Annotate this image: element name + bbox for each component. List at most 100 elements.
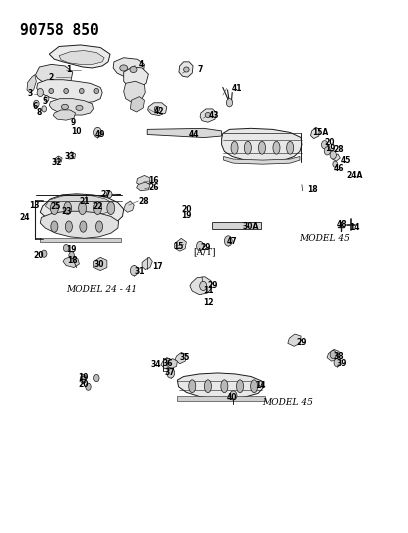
Ellipse shape	[189, 380, 196, 393]
Circle shape	[322, 141, 328, 149]
Ellipse shape	[287, 141, 294, 154]
Text: 16: 16	[149, 176, 159, 185]
Text: 20: 20	[78, 379, 89, 389]
Circle shape	[224, 236, 232, 246]
Polygon shape	[200, 109, 217, 122]
Text: 28: 28	[138, 197, 149, 206]
Circle shape	[93, 127, 101, 138]
Text: 29: 29	[207, 281, 218, 290]
Polygon shape	[63, 256, 80, 268]
Text: 30: 30	[94, 260, 104, 269]
Text: 14: 14	[255, 381, 266, 390]
Text: 29: 29	[296, 338, 306, 347]
Polygon shape	[49, 99, 93, 115]
Text: 7: 7	[197, 65, 203, 74]
Polygon shape	[333, 154, 340, 161]
Text: 15: 15	[173, 241, 184, 251]
Text: 22: 22	[92, 201, 103, 211]
Circle shape	[69, 252, 74, 259]
Polygon shape	[137, 182, 150, 191]
Text: 30A: 30A	[242, 222, 258, 231]
Text: 37: 37	[164, 368, 175, 377]
Ellipse shape	[93, 202, 101, 215]
Circle shape	[334, 359, 340, 367]
Polygon shape	[40, 194, 124, 228]
Bar	[40, 238, 121, 242]
Ellipse shape	[79, 202, 86, 215]
Circle shape	[33, 100, 39, 107]
Text: 13: 13	[29, 200, 40, 209]
Text: 6: 6	[32, 102, 38, 111]
Polygon shape	[124, 67, 149, 88]
Circle shape	[167, 368, 175, 378]
Text: 49: 49	[95, 130, 105, 139]
Text: 33: 33	[65, 152, 75, 161]
Text: 34: 34	[151, 360, 162, 369]
Ellipse shape	[62, 104, 69, 109]
Text: 19: 19	[67, 245, 77, 254]
Text: 20: 20	[325, 138, 335, 147]
Polygon shape	[161, 358, 172, 369]
Text: MODEL 45: MODEL 45	[262, 398, 313, 407]
Bar	[212, 222, 261, 229]
Polygon shape	[59, 51, 104, 64]
Text: 5: 5	[43, 96, 48, 106]
Text: 38: 38	[334, 352, 344, 360]
Polygon shape	[190, 277, 212, 295]
Circle shape	[37, 88, 43, 96]
Polygon shape	[27, 75, 36, 93]
Polygon shape	[179, 62, 193, 77]
Text: 36: 36	[163, 359, 173, 368]
Text: 39: 39	[337, 359, 347, 368]
Text: 9: 9	[70, 118, 75, 127]
Text: 42: 42	[154, 108, 164, 117]
Text: 47: 47	[227, 237, 237, 246]
Text: 21: 21	[79, 197, 90, 206]
Text: 26: 26	[149, 183, 159, 192]
Polygon shape	[175, 352, 186, 364]
Text: [A/T]: [A/T]	[193, 248, 215, 257]
Ellipse shape	[94, 88, 99, 94]
Circle shape	[106, 191, 112, 198]
Text: 31: 31	[134, 267, 144, 276]
Circle shape	[81, 376, 86, 384]
Text: 43: 43	[208, 111, 219, 120]
Text: 19: 19	[325, 144, 335, 154]
Polygon shape	[131, 96, 144, 112]
Text: 20: 20	[33, 251, 44, 260]
Text: 24A: 24A	[347, 171, 363, 180]
Text: 19: 19	[181, 211, 192, 220]
Polygon shape	[224, 157, 300, 164]
Ellipse shape	[221, 380, 228, 393]
Text: 48: 48	[337, 220, 347, 229]
Text: 45: 45	[341, 156, 351, 165]
Ellipse shape	[184, 67, 189, 72]
Polygon shape	[93, 257, 107, 271]
Ellipse shape	[49, 88, 53, 94]
Polygon shape	[175, 238, 186, 251]
Text: 3: 3	[27, 89, 32, 98]
Polygon shape	[113, 58, 144, 77]
Text: 10: 10	[71, 127, 82, 136]
Ellipse shape	[80, 88, 84, 94]
Polygon shape	[222, 128, 302, 161]
Ellipse shape	[51, 202, 58, 215]
Text: 17: 17	[153, 262, 163, 271]
Text: 11: 11	[203, 286, 213, 295]
Ellipse shape	[130, 67, 137, 72]
Text: 44: 44	[189, 130, 200, 139]
Polygon shape	[45, 195, 114, 216]
Ellipse shape	[76, 106, 83, 110]
Ellipse shape	[244, 141, 251, 154]
Ellipse shape	[120, 65, 128, 71]
Text: MODEL 45: MODEL 45	[299, 234, 350, 243]
Circle shape	[63, 245, 69, 252]
Ellipse shape	[251, 380, 258, 393]
Ellipse shape	[204, 380, 211, 393]
Text: 2: 2	[49, 72, 54, 82]
Text: 25: 25	[51, 201, 61, 211]
Circle shape	[131, 265, 138, 276]
Bar	[177, 397, 265, 401]
Circle shape	[42, 106, 47, 112]
Text: 35: 35	[180, 353, 191, 362]
